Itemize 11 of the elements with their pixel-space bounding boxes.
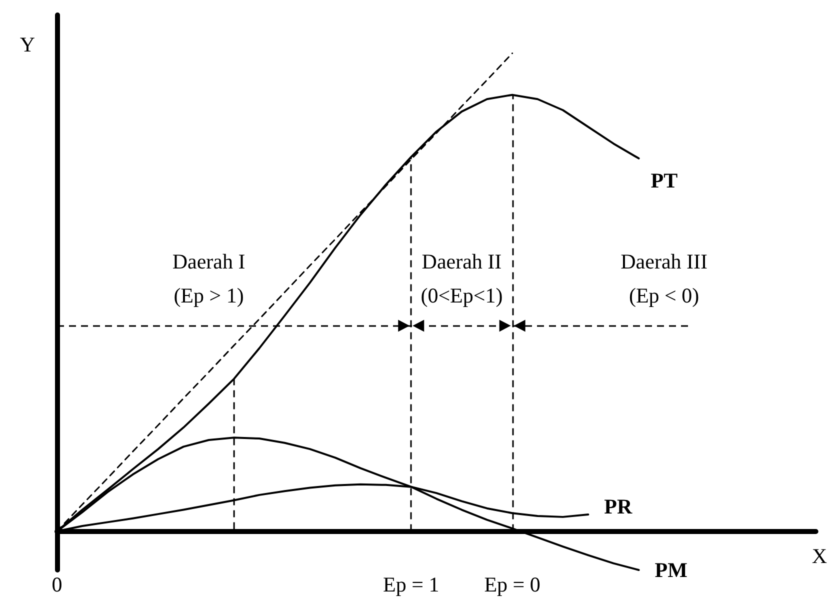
series-label: PT	[650, 168, 678, 192]
annotation: Daerah I (Ep > 1)	[172, 249, 246, 308]
annotation: Daerah III (Ep < 0)	[620, 249, 708, 308]
x-axis-title: X	[812, 544, 828, 568]
x-tick-label: 0	[52, 572, 62, 596]
x-tick-label: Ep = 1	[383, 572, 440, 596]
series-label: PM	[654, 558, 688, 582]
annotation: Daerah II (0<Ep<1)	[420, 249, 503, 308]
x-tick-label: Ep = 0	[484, 572, 540, 596]
y-axis-title: Y	[20, 32, 35, 56]
series-label: PR	[604, 494, 634, 519]
